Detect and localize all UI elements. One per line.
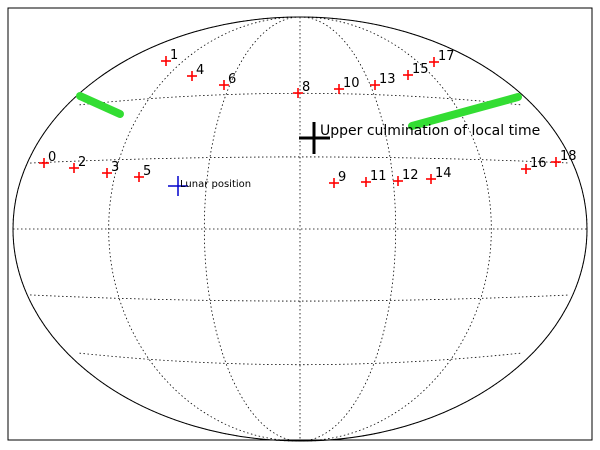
coordinate-grid bbox=[12, 16, 588, 442]
marker-label: 6 bbox=[228, 72, 236, 87]
grid-meridian bbox=[299, 16, 492, 442]
marker-label: 18 bbox=[560, 149, 577, 164]
marker-label: 5 bbox=[143, 164, 151, 179]
marker-1: 1 bbox=[161, 48, 178, 66]
marker-label: 4 bbox=[196, 63, 204, 78]
marker-3: 3 bbox=[102, 160, 119, 178]
marker-label: 16 bbox=[530, 156, 547, 171]
marker-label: 0 bbox=[48, 150, 56, 165]
marker-17: 17 bbox=[429, 49, 455, 67]
marker-label: 15 bbox=[412, 62, 429, 77]
marker-12: 12 bbox=[393, 168, 419, 186]
grid-meridian bbox=[108, 16, 301, 442]
annotations: Upper culmination of local time Lunar po… bbox=[168, 122, 540, 196]
marker-label: 10 bbox=[343, 76, 360, 91]
grid-meridian bbox=[203, 16, 301, 442]
marker-2: 2 bbox=[69, 155, 86, 173]
marker-10: 10 bbox=[334, 76, 360, 94]
marker-4: 4 bbox=[187, 63, 204, 81]
grid-parallel bbox=[79, 352, 521, 366]
marker-9: 9 bbox=[329, 170, 346, 188]
marker-11: 11 bbox=[361, 169, 387, 187]
marker-label: 12 bbox=[402, 168, 419, 183]
marker-0: 0 bbox=[39, 150, 56, 168]
marker-label: 11 bbox=[370, 169, 387, 184]
grid-parallel bbox=[79, 92, 521, 106]
marker-16: 16 bbox=[521, 156, 547, 174]
grid-meridian bbox=[299, 16, 397, 442]
marker-label: 17 bbox=[438, 49, 455, 64]
marker-15: 15 bbox=[403, 62, 429, 80]
marker-label: 2 bbox=[78, 155, 86, 170]
green-track-segment bbox=[408, 93, 522, 130]
grid-parallel bbox=[30, 156, 570, 164]
marker-label: 13 bbox=[379, 72, 396, 87]
marker-8: 8 bbox=[293, 80, 310, 98]
grid-meridian bbox=[12, 16, 301, 442]
plot-frame bbox=[7, 7, 593, 441]
upper-culmination-marker: Upper culmination of local time bbox=[299, 122, 540, 154]
marker-label: 8 bbox=[302, 80, 310, 95]
marker-label: 14 bbox=[435, 166, 452, 181]
marker-6: 6 bbox=[219, 72, 236, 90]
marker-14: 14 bbox=[426, 166, 452, 184]
lunar-position-label: Lunar position bbox=[180, 179, 251, 190]
lunar-position-marker: Lunar position bbox=[168, 176, 251, 196]
marker-label: 3 bbox=[111, 160, 119, 175]
marker-5: 5 bbox=[134, 164, 151, 182]
green-tracks bbox=[76, 92, 522, 130]
sky-boundary-ellipse bbox=[12, 16, 588, 442]
marker-label: 1 bbox=[170, 48, 178, 63]
marker-13: 13 bbox=[370, 72, 396, 90]
marker-18: 18 bbox=[551, 149, 577, 167]
upper-culmination-label: Upper culmination of local time bbox=[320, 123, 540, 139]
green-track-segment bbox=[76, 92, 124, 118]
marker-label: 9 bbox=[338, 170, 346, 185]
grid-parallel bbox=[30, 294, 570, 302]
